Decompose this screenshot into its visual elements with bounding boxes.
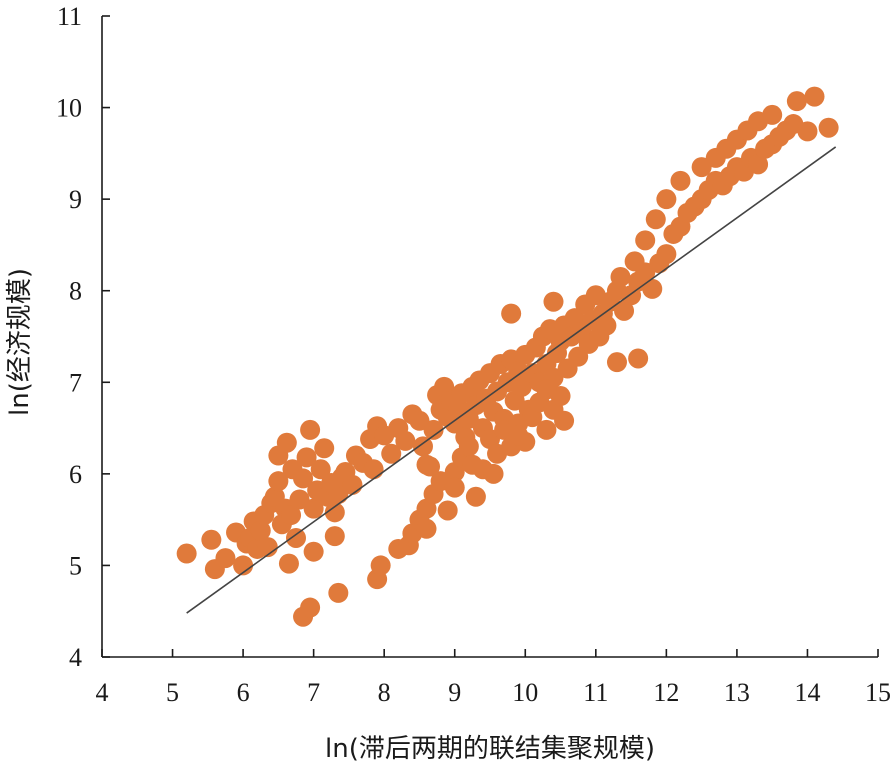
scatter-point [624, 251, 645, 272]
scatter-point [645, 209, 666, 230]
scatter-point [614, 300, 635, 321]
scatter-point [536, 419, 557, 440]
scatter-point [804, 86, 825, 107]
scatter-point [656, 189, 677, 210]
y-tick-label: 6 [69, 460, 82, 489]
scatter-point [296, 447, 317, 468]
scatter-point [328, 484, 349, 505]
scatter-point [536, 379, 557, 400]
y-tick-label: 4 [69, 643, 82, 672]
scatter-point [458, 436, 479, 457]
scatter-point [409, 410, 430, 431]
x-tick-label: 13 [724, 678, 750, 707]
scatter-point [462, 454, 483, 475]
trendline [186, 146, 837, 614]
y-tick-label: 5 [69, 551, 82, 580]
scatter-point [250, 520, 271, 541]
scatter-point [328, 582, 349, 603]
y-axis-title: ln(经济规模) [5, 268, 35, 416]
scatter-point [342, 474, 363, 495]
axes [101, 16, 878, 658]
scatter-point [278, 553, 299, 574]
scatter-point [268, 471, 289, 492]
scatter-point [381, 443, 402, 464]
y-tick-label: 11 [57, 2, 82, 31]
scatter-point [511, 376, 532, 397]
scatter-point [437, 500, 458, 521]
scatter-point [818, 117, 839, 138]
x-tick-label: 4 [96, 678, 109, 707]
scatter-point [501, 303, 522, 324]
x-tick-label: 7 [307, 678, 320, 707]
scatter-point [370, 555, 391, 576]
scatter-point [215, 548, 236, 569]
scatter-point [786, 91, 807, 112]
scatter-point [656, 244, 677, 265]
y-tick-label: 9 [69, 185, 82, 214]
scatter-point [276, 432, 297, 453]
scatter-point [363, 459, 384, 480]
scatter-point [691, 157, 712, 178]
scatter-point [444, 477, 465, 498]
x-axis-ticks: 4 5 6 7 8 9 10 11 12 13 14 15 [96, 649, 891, 707]
scatter-point [303, 541, 324, 562]
scatter-point [635, 230, 656, 251]
data-points [176, 86, 839, 627]
x-tick-label: 8 [378, 678, 391, 707]
x-tick-label: 9 [448, 678, 461, 707]
scatter-point [596, 315, 617, 336]
y-tick-label: 10 [56, 94, 82, 123]
scatter-point [423, 419, 444, 440]
x-tick-label: 5 [166, 678, 179, 707]
scatter-point [395, 430, 416, 451]
scatter-point [233, 555, 254, 576]
scatter-point [483, 463, 504, 484]
scatter-point [324, 502, 345, 523]
scatter-point [670, 170, 691, 191]
scatter-point [412, 436, 433, 457]
scatter-point [465, 486, 486, 507]
x-axis-title: ln(滞后两期的联结集聚规模) [325, 734, 655, 764]
scatter-point [420, 456, 441, 477]
scatter-point [606, 352, 627, 373]
scatter-point [543, 291, 564, 312]
scatter-point [286, 527, 306, 548]
x-tick-label: 11 [583, 678, 608, 707]
scatter-point [797, 121, 818, 142]
scatter-point [642, 278, 663, 299]
scatter-point [300, 419, 321, 440]
scatter-point [610, 266, 631, 287]
scatter-point [176, 543, 197, 564]
x-tick-label: 10 [512, 678, 538, 707]
scatter-point [748, 154, 769, 175]
scatter-point [314, 438, 335, 459]
scatter-point [508, 425, 529, 446]
scatter-point [416, 518, 437, 539]
x-tick-label: 14 [794, 678, 820, 707]
x-tick-label: 15 [865, 678, 891, 707]
scatter-point [628, 348, 649, 369]
scatter-point [310, 459, 331, 480]
scatter-point [201, 529, 222, 550]
scatter-point [303, 498, 324, 519]
scatter-point [281, 505, 302, 526]
trendline-group [186, 146, 837, 614]
x-tick-label: 6 [237, 678, 250, 707]
y-tick-label: 8 [69, 277, 82, 306]
y-tick-label: 7 [69, 368, 82, 397]
scatter-point [293, 468, 314, 489]
x-tick-label: 12 [653, 678, 679, 707]
scatter-point [554, 410, 575, 431]
scatter-point [289, 489, 310, 510]
scatter-point [762, 104, 783, 125]
scatter-point [324, 526, 345, 547]
y-axis-ticks: 4 5 6 7 8 9 10 11 [56, 2, 110, 672]
scatter-point [300, 597, 321, 618]
